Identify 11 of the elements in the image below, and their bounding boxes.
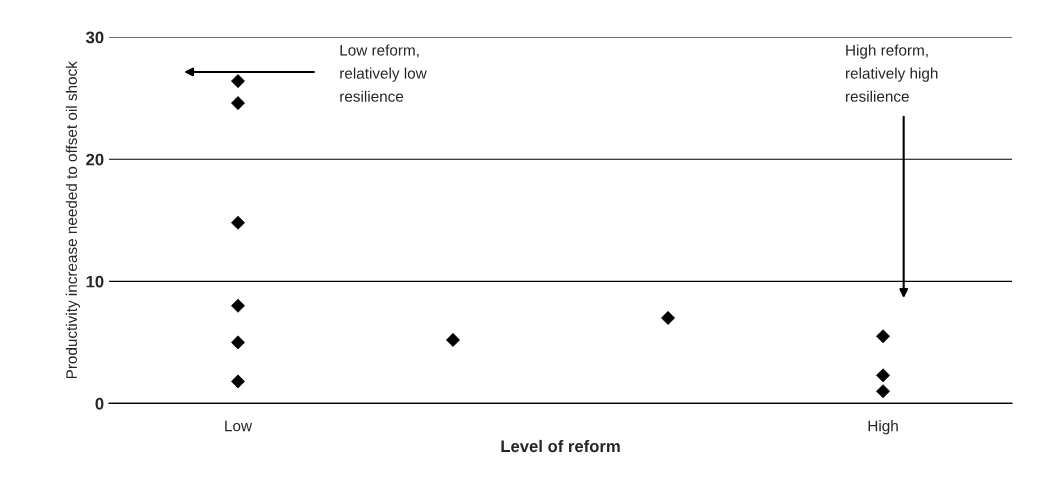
annotation: Low reform, relatively low resilience (340, 44, 427, 102)
annotation: High reform, relatively high resilience (846, 44, 938, 102)
y-axis-title: Productivity increase needed to offset oil shock (65, 61, 81, 379)
x-axis-title: Level of reform (501, 439, 620, 453)
y-tick-label: 20 (86, 153, 104, 166)
y-tick-label: 10 (86, 275, 104, 288)
point (231, 374, 245, 389)
x-tick-label: Low (225, 420, 253, 432)
y-tick-label: 30 (85, 31, 104, 44)
y-tick-label: 0 (95, 397, 104, 410)
x-tick-label: High (868, 420, 898, 435)
